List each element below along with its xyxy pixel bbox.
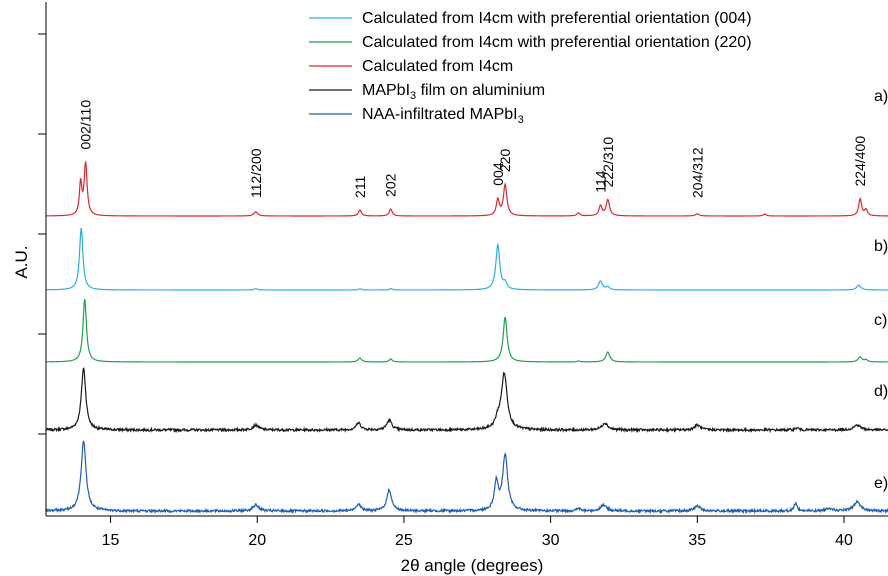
series-panel-labels: a) b) c) d) e): [874, 88, 888, 492]
peak-label: 204/312: [689, 147, 705, 198]
legend: Calculated from I4cm with preferential o…: [309, 10, 752, 126]
x-tick-label: 40: [835, 532, 853, 549]
panel-label-b: b): [874, 238, 888, 255]
x-ticks: 15 20 25 30 35 40: [102, 516, 853, 549]
x-tick-label: 25: [395, 532, 413, 549]
plot-area: [45, 161, 888, 515]
peak-label: 222/310: [600, 137, 616, 188]
legend-label-a: Calculated from I4cm: [362, 58, 513, 75]
legend-label-e: NAA-infiltrated MAPbI3: [362, 106, 524, 126]
peak-label: 224/400: [852, 136, 868, 187]
legend-label-d: MAPbI3 film on aluminium: [362, 82, 545, 102]
x-tick-label: 20: [248, 532, 266, 549]
x-axis-title: 2θ angle (degrees): [401, 556, 544, 575]
x-tick-label: 35: [688, 532, 706, 549]
series-line-b: [45, 227, 888, 291]
legend-label-b: Calculated from I4cm with preferential o…: [362, 10, 752, 27]
x-tick-label: 15: [102, 532, 120, 549]
peak-label: 114: [592, 170, 608, 193]
peak-label: 002/110: [78, 100, 94, 150]
panel-label-e: e): [874, 475, 888, 492]
panel-label-c: c): [874, 312, 887, 329]
panel-label-a: a): [874, 88, 888, 105]
peak-label: 211: [352, 175, 368, 198]
x-tick-label: 30: [542, 532, 560, 549]
panel-label-d: d): [874, 383, 888, 400]
series-line-d: [45, 367, 888, 434]
series-line-c: [46, 298, 888, 363]
peak-label: 220: [497, 149, 513, 173]
axes: [45, 2, 888, 517]
y-ticks: [38, 33, 46, 435]
peak-label: 202: [383, 173, 399, 197]
legend-label-c: Calculated from I4cm with preferential o…: [362, 34, 752, 51]
series-line-a: [45, 161, 888, 217]
y-axis-title: A.U.: [12, 245, 31, 278]
series-line-e: [45, 440, 888, 515]
peak-label: 112/200: [248, 148, 264, 198]
peak-label: 004: [490, 162, 506, 186]
